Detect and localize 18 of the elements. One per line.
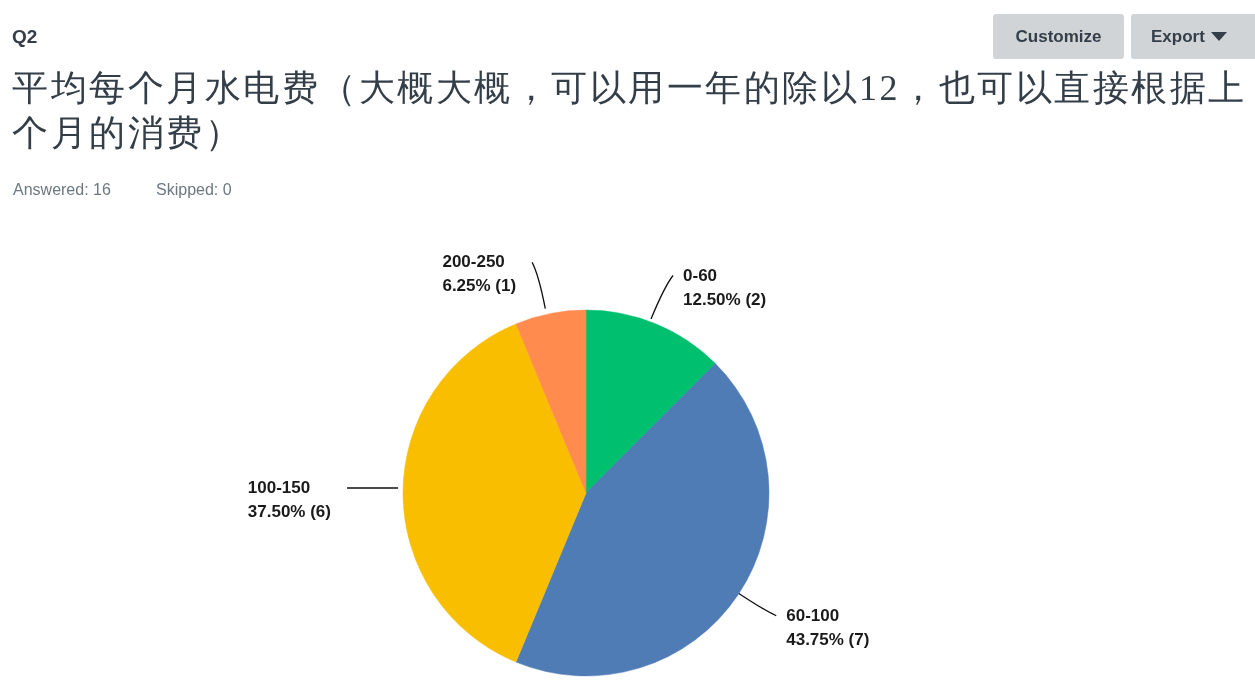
pie-slice — [515, 363, 770, 677]
data-label: 37.50% (6) — [247, 501, 331, 523]
slice-label: 0-60 — [683, 264, 719, 287]
text: Answered: 16 — [13, 180, 111, 200]
data-label: 43.75% (7) — [786, 628, 870, 651]
slice-label: 60-100 — [786, 604, 841, 627]
data-label: 12.50% (2) — [683, 288, 767, 311]
chart-title: 平均每个月水电费（大概大概，可以用一年的除以12，也可以直接根据上个月的消费） — [12, 67, 1248, 155]
data-label: 6.25% (1) — [442, 275, 517, 298]
slice-label: 100-150 — [247, 477, 312, 499]
text: Customize — [993, 14, 1124, 59]
slice-label: 200-250 — [442, 251, 506, 274]
text: Export — [1151, 26, 1205, 47]
text: Q2 — [12, 25, 38, 49]
pie-slice — [403, 323, 587, 663]
text: Skipped: 0 — [156, 180, 232, 200]
pie-slice — [515, 309, 587, 494]
pie-slice — [585, 309, 716, 494]
